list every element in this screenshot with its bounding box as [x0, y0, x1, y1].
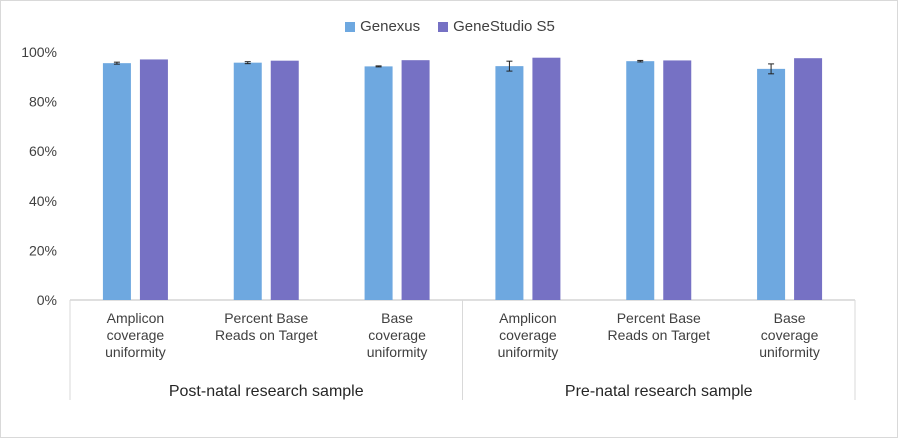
legend-item-genestudio: GeneStudio S5 — [438, 18, 555, 35]
legend: Genexus GeneStudio S5 — [0, 18, 900, 35]
x-tick-label: Base — [381, 310, 413, 326]
x-tick-label: uniformity — [498, 344, 559, 360]
legend-item-genexus: Genexus — [345, 18, 420, 35]
x-tick-label: Amplicon — [107, 310, 165, 326]
bar — [495, 66, 524, 300]
bar — [794, 58, 823, 301]
y-tick-label: 20% — [29, 242, 57, 258]
x-tick-label: Reads on Target — [608, 327, 711, 343]
x-tick-label: uniformity — [367, 344, 428, 360]
legend-swatch-genexus — [345, 21, 356, 32]
x-tick-label: coverage — [761, 327, 819, 343]
y-tick-label: 40% — [29, 193, 57, 209]
x-tick-label: uniformity — [759, 344, 820, 360]
x-tick-label: coverage — [107, 327, 165, 343]
group-label: Pre-natal research sample — [565, 383, 753, 400]
x-tick-label: coverage — [368, 327, 426, 343]
y-tick-label: 60% — [29, 143, 57, 159]
bar — [270, 60, 299, 301]
x-tick-label: Reads on Target — [215, 327, 318, 343]
bar — [757, 68, 786, 300]
legend-label-genexus: Genexus — [360, 18, 421, 35]
x-tick-label: Base — [774, 310, 806, 326]
y-tick-label: 100% — [21, 44, 57, 60]
legend-label-genestudio: GeneStudio S5 — [453, 18, 555, 35]
x-tick-label: Percent Base — [224, 310, 308, 326]
bar — [139, 59, 168, 300]
bar — [532, 57, 561, 301]
bar — [401, 60, 430, 301]
x-tick-label: Amplicon — [499, 310, 557, 326]
bar — [102, 63, 131, 300]
x-tick-label: uniformity — [105, 344, 166, 360]
x-tick-label: coverage — [499, 327, 557, 343]
y-tick-label: 80% — [29, 94, 57, 110]
bar — [364, 66, 393, 300]
x-tick-label: Percent Base — [617, 310, 701, 326]
bar — [626, 61, 655, 301]
group-label: Post-natal research sample — [169, 383, 364, 400]
legend-swatch-genestudio — [438, 21, 449, 32]
bar — [233, 62, 262, 300]
y-tick-label: 0% — [37, 292, 57, 308]
bar — [663, 60, 692, 300]
